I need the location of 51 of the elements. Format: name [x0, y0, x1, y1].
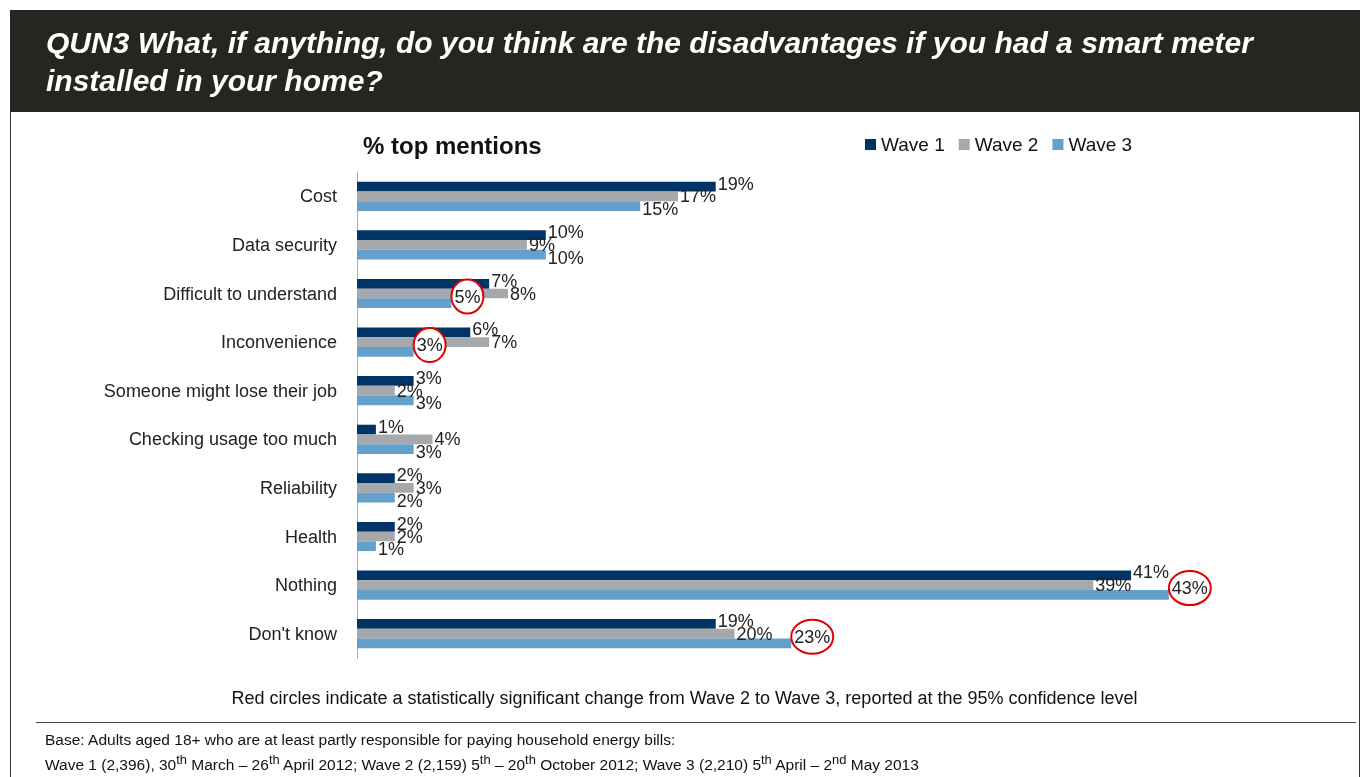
- bar: [357, 434, 433, 445]
- y-tick-label: Difficult to understand: [163, 283, 337, 304]
- bar: [357, 424, 376, 435]
- y-tick-label: Reliability: [259, 477, 337, 498]
- bar: [357, 201, 641, 211]
- data-label: 15%: [642, 199, 679, 220]
- bar: [357, 580, 1094, 590]
- bar: [357, 531, 395, 542]
- bar: [357, 444, 414, 454]
- y-tick-label: Cost: [299, 186, 337, 207]
- data-label: 39%: [1095, 575, 1132, 596]
- legend-label: Wave 1: [881, 134, 945, 155]
- bar: [357, 628, 735, 639]
- annotation: 23%: [794, 626, 831, 647]
- bar: [357, 473, 395, 484]
- y-tick-label: Checking usage too much: [128, 429, 337, 450]
- y-tick-label: Don't know: [248, 623, 338, 644]
- data-label: 41%: [1133, 562, 1170, 583]
- bar: [357, 385, 395, 396]
- annotation: 5%: [454, 286, 481, 307]
- bar: [357, 619, 716, 629]
- bar: [357, 376, 414, 386]
- bar: [357, 395, 414, 406]
- bar: [357, 589, 1169, 600]
- annotation: 3%: [416, 335, 443, 356]
- bar: [357, 638, 792, 649]
- legend-label: Wave 3: [1068, 134, 1133, 155]
- annotation: 43%: [1171, 578, 1208, 599]
- bar: [357, 249, 546, 260]
- bar: [357, 541, 376, 552]
- bar: [357, 346, 414, 357]
- y-tick-label: Data security: [231, 234, 337, 255]
- data-label: 1%: [377, 416, 404, 437]
- y-tick-label: Inconvenience: [220, 332, 337, 353]
- chart-subtitle: % top mentions: [363, 131, 542, 159]
- y-tick-label: Health: [284, 526, 337, 547]
- bar: [357, 492, 395, 503]
- chart-title: QUN3 What, if anything, do you think are the disadvantages if you had a smart meter installed in your home?: [10, 10, 1360, 112]
- bar: [357, 191, 678, 202]
- y-tick-label: Nothing: [274, 575, 337, 596]
- data-label: 19%: [717, 173, 754, 194]
- text: Wave 1 (2,396), 30$^{th}$ March – 26$^{th}$ April 2012; Wave 2 (2,159) 5$^{th}$ – 20$^{th}$ October 2012; Wave 3 (2,210) 5$^{th}$ April – 2$^{nd}$ May 2013: [45, 752, 919, 774]
- bar: [357, 521, 395, 532]
- y-tick-label: Someone might lose their job: [103, 380, 337, 401]
- text: Base: Adults aged 18+ who are at least partly responsible for paying household energy bills:: [45, 731, 676, 749]
- bar: [357, 298, 452, 309]
- data-label: 17%: [679, 186, 716, 207]
- bar: [357, 240, 527, 250]
- bar: [357, 483, 414, 493]
- legend-label: Wave 2: [974, 134, 1039, 155]
- text: Red circles indicate a statistically significant change from Wave 2 to Wave 3, reported at the 95% confidence level: [230, 688, 1139, 709]
